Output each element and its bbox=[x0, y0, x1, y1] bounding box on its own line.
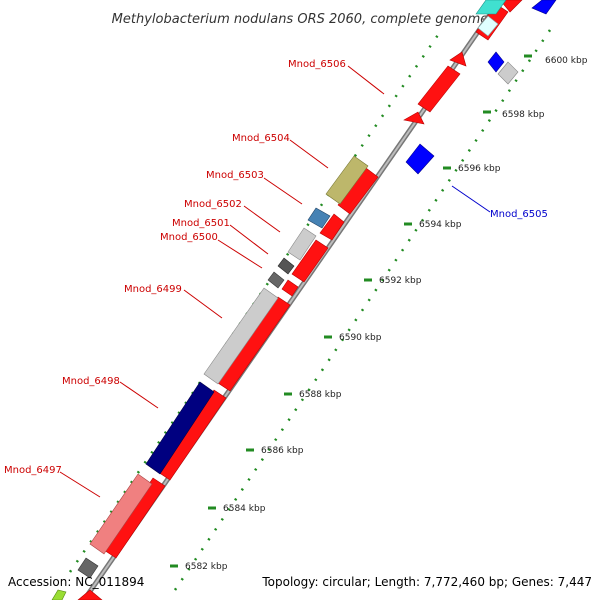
tick-6598: 6598 kbp bbox=[483, 110, 545, 120]
gene-label-mnod-6502: Mnod_6502 bbox=[184, 199, 242, 210]
gene-arrow-light-gray bbox=[497, 61, 519, 85]
gene-arrow-blue bbox=[531, 0, 557, 15]
gene-arrow-navy bbox=[145, 381, 215, 475]
cds-arrow bbox=[281, 279, 299, 297]
gene-arrow-pale-cyan bbox=[477, 15, 499, 37]
gene-label-mnod-6503: Mnod_6503 bbox=[206, 170, 264, 181]
gene-arrow-light-gray bbox=[287, 227, 317, 261]
tick-6596: 6596 kbp bbox=[443, 164, 501, 174]
tick-6590: 6590 kbp bbox=[324, 333, 382, 343]
gene-arrow-turquoise bbox=[475, 0, 507, 15]
tick-6582: 6582 kbp bbox=[170, 562, 228, 572]
gene-arrow-yellow-green bbox=[51, 589, 67, 600]
cds-arrow bbox=[499, 0, 523, 13]
tick-label: 6596 kbp bbox=[458, 164, 501, 174]
tick-label: 6600 kbp bbox=[545, 56, 588, 66]
gene-label-mnod-6505: Mnod_6505 bbox=[490, 209, 548, 220]
genome-title: Methylobacterium nodulans ORS 2060, comp… bbox=[112, 12, 489, 27]
tick-6600: 6600 kbp bbox=[524, 54, 588, 66]
gene-label-mnod-6500: Mnod_6500 bbox=[160, 232, 218, 243]
tick-6586: 6586 kbp bbox=[246, 446, 304, 456]
tick-label: 6584 kbp bbox=[223, 504, 266, 514]
gene-arrow-dark-gray bbox=[267, 271, 285, 289]
gene-arrow-blue bbox=[405, 143, 435, 175]
gene-label-mnod-6498: Mnod_6498 bbox=[62, 376, 120, 387]
topology-text: Topology: circular; Length: 7,772,460 bp… bbox=[261, 575, 592, 589]
dotted-ruler-lines bbox=[68, 29, 552, 591]
tick-label: 6592 kbp bbox=[379, 276, 422, 286]
tick-6592: 6592 kbp bbox=[364, 276, 422, 286]
cds-arrow bbox=[291, 239, 329, 283]
gene-label-mnod-6501: Mnod_6501 bbox=[172, 218, 230, 229]
forward-gene-track bbox=[405, 0, 557, 175]
kbp-ticks: 6582 kbp 6584 kbp 6586 kbp 6588 kbp 6590… bbox=[170, 54, 588, 572]
gene-label-mnod-6504: Mnod_6504 bbox=[232, 133, 290, 144]
gene-label-mnod-6499: Mnod_6499 bbox=[124, 284, 182, 295]
cds-arrow bbox=[77, 589, 103, 600]
gene-arrow-dim-gray bbox=[277, 257, 295, 275]
gene-track bbox=[51, 0, 507, 600]
gene-arrow-olive bbox=[325, 155, 369, 205]
gene-arrow-pink bbox=[89, 473, 153, 555]
tick-label: 6586 kbp bbox=[261, 446, 304, 456]
accession-text: Accession: NC_011894 bbox=[8, 575, 144, 589]
tick-6594: 6594 kbp bbox=[404, 220, 462, 230]
tick-label: 6594 kbp bbox=[419, 220, 462, 230]
tick-label: 6588 kbp bbox=[299, 390, 342, 400]
gene-arrow-dark-gray bbox=[77, 557, 99, 579]
cds-arrow bbox=[403, 111, 425, 125]
cds-arrow bbox=[449, 51, 467, 67]
tick-6588: 6588 kbp bbox=[284, 390, 342, 400]
gene-label-mnod-6506: Mnod_6506 bbox=[288, 59, 346, 70]
gene-labels: Mnod_6497 Mnod_6498 Mnod_6499 Mnod_6500 … bbox=[4, 59, 548, 476]
gene-arrow-blue bbox=[487, 51, 505, 73]
gene-arrow-steel-blue bbox=[307, 207, 331, 229]
gene-arrow-light-gray bbox=[203, 287, 279, 385]
cds-arrow bbox=[319, 213, 345, 241]
cds-track bbox=[77, 0, 523, 600]
tick-label: 6582 kbp bbox=[185, 562, 228, 572]
cds-arrow bbox=[417, 65, 461, 113]
gene-callouts bbox=[59, 65, 491, 498]
tick-label: 6598 kbp bbox=[502, 110, 545, 120]
tick-label: 6590 kbp bbox=[339, 333, 382, 343]
tick-6584: 6584 kbp bbox=[208, 504, 266, 514]
gene-label-mnod-6497: Mnod_6497 bbox=[4, 465, 62, 476]
